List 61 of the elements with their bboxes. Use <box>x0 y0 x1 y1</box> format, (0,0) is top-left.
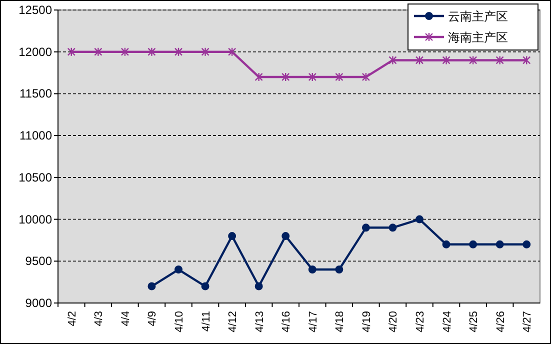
point <box>148 282 156 290</box>
legend-label: 海南主产区 <box>448 30 508 44</box>
point <box>442 240 450 248</box>
point <box>388 224 397 232</box>
point <box>362 224 370 232</box>
x-tick-label: 4/16 <box>280 311 293 332</box>
point <box>362 72 370 82</box>
point <box>416 215 424 224</box>
x-tick-label: 4/11 <box>200 311 212 332</box>
x-tick-label: 4/19 <box>360 311 373 332</box>
point <box>254 282 263 290</box>
y-tick-label: 12000 <box>18 44 52 59</box>
x-tick-label: 4/13 <box>254 311 266 332</box>
point <box>496 240 504 248</box>
point <box>282 232 290 240</box>
point <box>335 72 344 82</box>
point <box>522 56 531 65</box>
point <box>67 47 76 56</box>
point <box>174 47 183 56</box>
x-tick-label: 4/3 <box>93 311 106 326</box>
x-tick-label: 4/4 <box>120 311 132 326</box>
point <box>174 266 182 274</box>
x-tick-label: 4/17 <box>307 311 320 332</box>
x-tick-label: 4/20 <box>388 311 400 332</box>
point <box>228 47 236 56</box>
point <box>201 282 210 290</box>
point <box>254 72 263 82</box>
x-tick-label: 4/26 <box>494 311 507 332</box>
y-tick-label: 9500 <box>25 254 52 268</box>
legend-label: 云南主产区 <box>448 10 508 24</box>
point <box>415 56 424 65</box>
point <box>442 56 450 65</box>
point <box>496 56 504 65</box>
point <box>201 47 210 56</box>
point <box>282 72 290 82</box>
x-tick-label: 4/18 <box>334 311 346 332</box>
point <box>522 240 531 248</box>
y-tick-label: 10000 <box>18 212 52 226</box>
x-tick-label: 4/27 <box>522 311 534 332</box>
point <box>94 47 102 56</box>
x-tick-label: 4/10 <box>174 311 186 332</box>
y-tick-label: 10500 <box>18 170 52 184</box>
point <box>308 72 316 82</box>
x-tick-label: 4/24 <box>441 311 454 332</box>
y-tick-label: 11000 <box>20 128 52 143</box>
point <box>120 47 130 56</box>
x-tick-label: 4/12 <box>227 311 240 332</box>
point <box>308 266 316 274</box>
x-tick-label: 4/25 <box>468 311 480 332</box>
point <box>388 56 397 65</box>
point <box>468 56 478 65</box>
x-tick-label: 4/9 <box>146 311 159 326</box>
y-tick-label: 9000 <box>25 296 52 310</box>
point <box>228 232 236 240</box>
x-tick-label: 4/2 <box>66 311 78 326</box>
y-tick-label: 11500 <box>20 86 52 101</box>
y-tick-label: 12500 <box>18 3 52 17</box>
point <box>335 266 344 274</box>
point <box>148 47 156 56</box>
point <box>469 240 478 248</box>
x-tick-label: 4/23 <box>414 311 426 332</box>
